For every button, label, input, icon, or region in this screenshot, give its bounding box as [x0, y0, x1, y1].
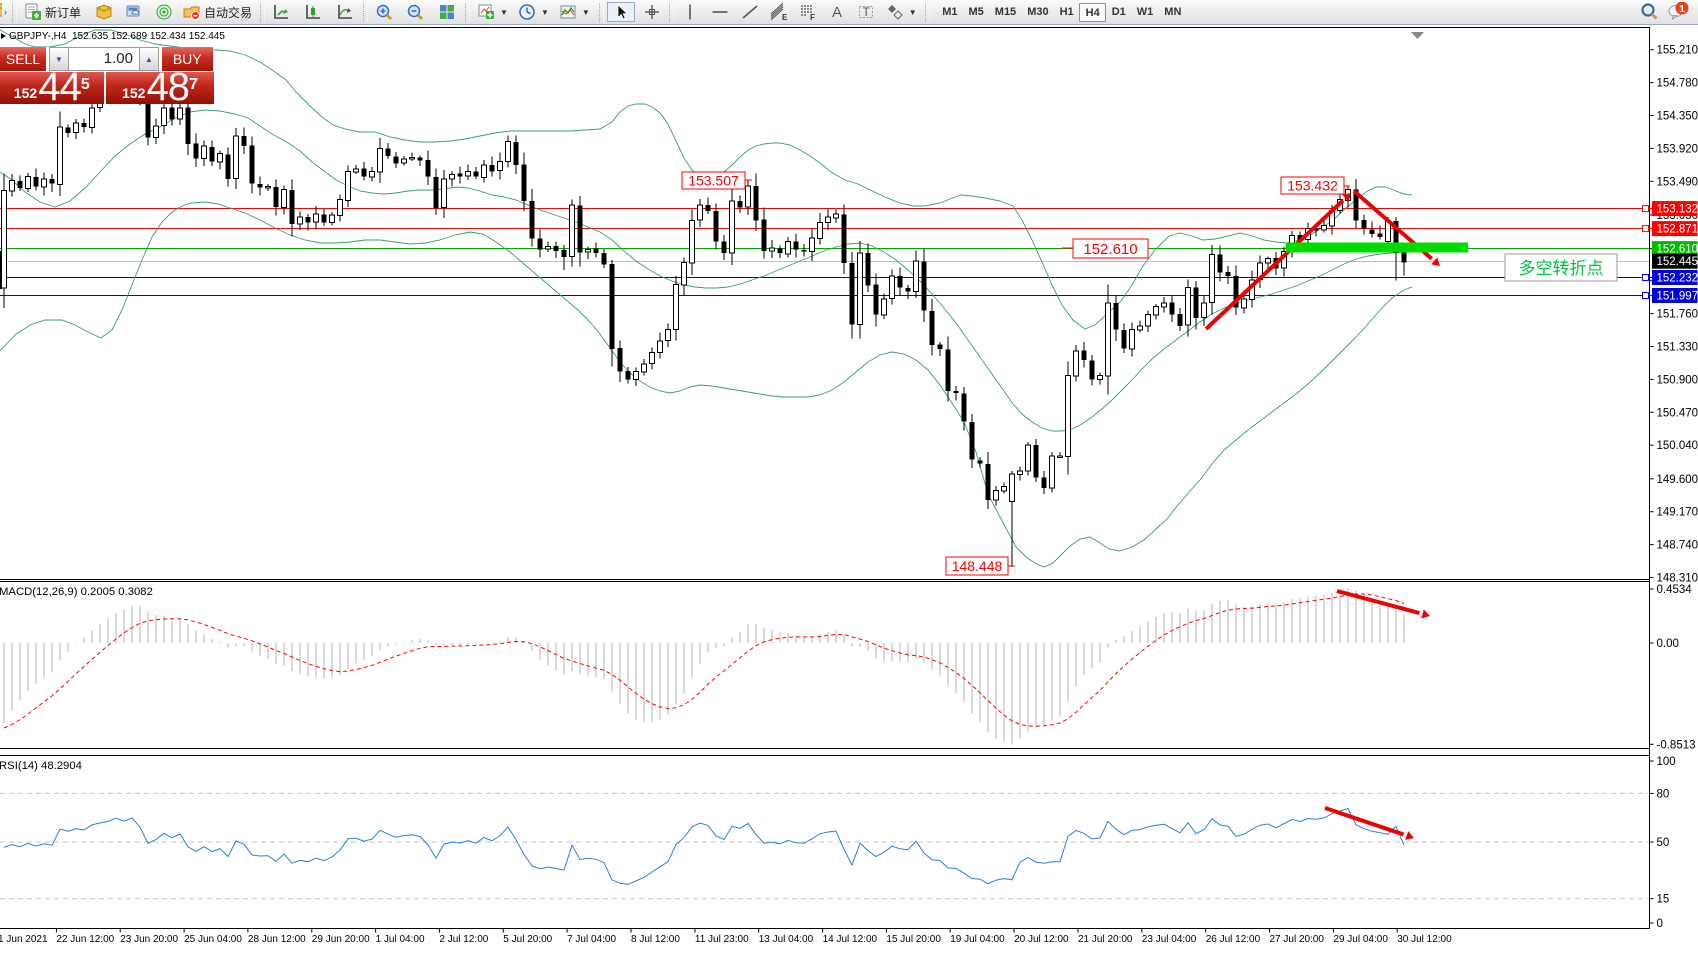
svg-text:21 Jun 2021: 21 Jun 2021 [0, 934, 48, 945]
svg-text:148.310: 148.310 [1657, 573, 1698, 585]
svg-text:50: 50 [1657, 837, 1670, 849]
svg-text:7 Jul 04:00: 7 Jul 04:00 [567, 934, 616, 945]
svg-text:153.432: 153.432 [1287, 178, 1338, 194]
svg-text:154.780: 154.780 [1657, 78, 1698, 90]
svg-text:F: F [810, 13, 815, 21]
svg-text:153.507: 153.507 [688, 173, 739, 189]
svg-text:T: T [862, 5, 870, 19]
svg-text:150.900: 150.900 [1657, 374, 1698, 386]
svg-text:154.350: 154.350 [1657, 111, 1698, 123]
svg-text:152.610: 152.610 [1083, 241, 1137, 258]
svg-text:25 Jun 04:00: 25 Jun 04:00 [184, 934, 242, 945]
svg-text:151.997: 151.997 [1657, 291, 1698, 303]
svg-text:1 Jul 04:00: 1 Jul 04:00 [376, 934, 425, 945]
svg-text:13 Jul 04:00: 13 Jul 04:00 [759, 934, 814, 945]
svg-text:148.740: 148.740 [1657, 540, 1698, 552]
svg-text:-0.8513: -0.8513 [1657, 739, 1696, 751]
svg-text:26 Jul 12:00: 26 Jul 12:00 [1206, 934, 1261, 945]
svg-text:29 Jun 20:00: 29 Jun 20:00 [312, 934, 370, 945]
svg-text:0: 0 [1657, 918, 1663, 930]
svg-text:153.490: 153.490 [1657, 176, 1698, 188]
svg-text:149.600: 149.600 [1657, 474, 1698, 486]
svg-text:153.920: 153.920 [1657, 143, 1698, 155]
svg-text:152.871: 152.871 [1657, 224, 1698, 236]
svg-text:27 Jul 20:00: 27 Jul 20:00 [1270, 934, 1325, 945]
svg-text:20 Jul 12:00: 20 Jul 12:00 [1014, 934, 1069, 945]
svg-text:151.760: 151.760 [1657, 309, 1698, 321]
svg-text:2 Jul 12:00: 2 Jul 12:00 [439, 934, 488, 945]
svg-text:0.00: 0.00 [1657, 638, 1679, 650]
svg-text:11 Jul 23:00: 11 Jul 23:00 [695, 934, 749, 945]
svg-text:15 Jul 20:00: 15 Jul 20:00 [886, 934, 941, 945]
svg-text:153.132: 153.132 [1657, 204, 1698, 216]
svg-text:151.330: 151.330 [1657, 342, 1698, 354]
svg-text:1: 1 [1679, 3, 1685, 15]
svg-text:21 Jul 20:00: 21 Jul 20:00 [1078, 934, 1133, 945]
svg-text:多空转折点: 多空转折点 [1519, 259, 1604, 278]
svg-text:28 Jun 12:00: 28 Jun 12:00 [248, 934, 306, 945]
svg-text:150.470: 150.470 [1657, 407, 1698, 419]
svg-text:155.210: 155.210 [1657, 45, 1698, 57]
svg-text:E: E [782, 13, 788, 21]
svg-text:149.170: 149.170 [1657, 507, 1698, 519]
svg-text:148.448: 148.448 [952, 558, 1003, 574]
svg-text:23 Jul 04:00: 23 Jul 04:00 [1142, 934, 1197, 945]
svg-text:29 Jul 04:00: 29 Jul 04:00 [1333, 934, 1388, 945]
svg-text:A: A [832, 4, 842, 21]
svg-text:150.040: 150.040 [1657, 440, 1698, 452]
svg-text:5 Jul 20:00: 5 Jul 20:00 [503, 934, 552, 945]
svg-text:152.232: 152.232 [1657, 273, 1698, 285]
svg-text:MACD(12,26,9) 0.2005 0.3082: MACD(12,26,9) 0.2005 0.3082 [0, 586, 153, 598]
svg-text:14 Jul 12:00: 14 Jul 12:00 [823, 934, 878, 945]
svg-text:15: 15 [1657, 894, 1670, 906]
svg-text:22 Jun 12:00: 22 Jun 12:00 [56, 934, 114, 945]
svg-text:0.4534: 0.4534 [1657, 584, 1693, 596]
svg-text:19 Jul 04:00: 19 Jul 04:00 [950, 934, 1005, 945]
svg-text:8 Jul 12:00: 8 Jul 12:00 [631, 934, 680, 945]
svg-text:GBPJPY-,H4 152.635 152.689 15: GBPJPY-,H4 152.635 152.689 152.434 152.4… [9, 31, 225, 42]
svg-text:100: 100 [1657, 756, 1676, 768]
svg-text:23 Jun 20:00: 23 Jun 20:00 [120, 934, 178, 945]
svg-text:RSI(14) 48.2904: RSI(14) 48.2904 [0, 760, 82, 772]
svg-text:152.445: 152.445 [1657, 256, 1698, 268]
svg-text:80: 80 [1657, 788, 1670, 800]
svg-text:30 Jul 12:00: 30 Jul 12:00 [1397, 934, 1452, 945]
